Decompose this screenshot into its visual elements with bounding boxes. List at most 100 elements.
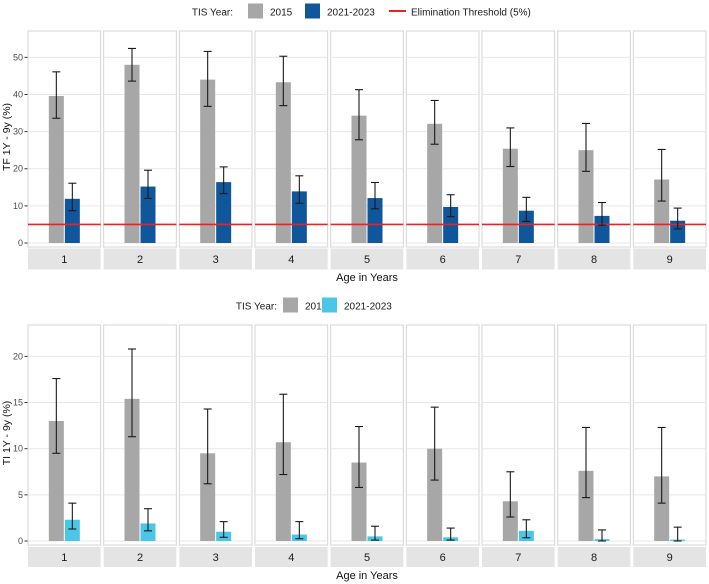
bar-2015-age-4 [275, 442, 291, 541]
panel-background [27, 324, 102, 546]
error-bar-2021-2023-age-8 [598, 529, 606, 542]
facet-strip [179, 547, 252, 567]
panel-background [178, 324, 253, 546]
error-bar-2015-age-9 [657, 148, 666, 202]
legend-label-2015: 2015 [305, 302, 328, 313]
bar-2021-2023-age-4 [291, 191, 307, 243]
y-tick-label: 10 [13, 201, 23, 211]
chart-tf-by-age: TIS Year: 2015 2021-2023 Elimination Thresh… [1, 3, 707, 284]
facet-strip [103, 547, 177, 567]
facet-strip-label: 8 [591, 552, 597, 564]
facet-strip-label: 9 [667, 552, 673, 564]
bar-2015-age-3 [200, 453, 216, 541]
facet-age-5: 5 [330, 324, 404, 567]
facet-strip-label: 4 [288, 552, 294, 564]
facet-strip-label: 6 [440, 552, 446, 564]
bar-2021-2023-age-7 [518, 210, 534, 243]
y-axis-ti-by-age: TI 1Y - 9y (%) 0 5 10 15 20 [1, 351, 28, 546]
y-tick-label: 50 [13, 52, 23, 62]
error-bar-2015-age-7 [506, 471, 515, 518]
facet-strip-label: 6 [440, 254, 446, 266]
facet-age-4: 4 [254, 30, 329, 270]
panel-background [27, 30, 102, 248]
error-bar-2021-2023-age-3 [219, 166, 228, 195]
bar-2015-age-1 [48, 421, 64, 541]
y-tick-label: 20 [13, 164, 23, 174]
error-bar-2015-age-3 [203, 408, 212, 485]
legend-tf-by-age: TIS Year: 2015 2021-2023 Elimination Thresh… [192, 3, 531, 19]
facet-age-7: 7 [481, 30, 556, 270]
error-bar-2021-2023-age-5 [371, 181, 379, 210]
facet-strip [406, 547, 479, 567]
error-bar-2015-age-5 [355, 89, 363, 141]
facet-age-8: 8 [557, 30, 631, 270]
error-bar-2015-age-6 [430, 99, 439, 145]
facet-strip [330, 547, 404, 567]
legend-swatch-2015 [283, 297, 298, 313]
bar-2021-2023-age-2 [140, 186, 156, 243]
bar-2015-age-6 [427, 123, 443, 243]
error-bar-2021-2023-age-8 [598, 201, 606, 226]
y-axis-title: TF 1Y - 9y (%) [1, 103, 13, 171]
legend-label-2021-2023: 2021-2023 [327, 8, 375, 19]
legend-label-2015: 2015 [270, 8, 293, 19]
bar-2021-2023-age-8 [594, 215, 610, 243]
bar-2015-age-5 [351, 462, 367, 541]
bar-2015-age-8 [578, 150, 594, 243]
facet-strip-label: 5 [364, 254, 370, 266]
error-bar-2015-age-1 [52, 377, 61, 454]
bar-2015-age-7 [502, 148, 518, 243]
facet-strip-label: 7 [515, 254, 521, 266]
legend-threshold-label: Elimination Threshold (5%) [411, 8, 531, 19]
y-tick-label: 0 [18, 238, 23, 248]
facet-age-3: 3 [178, 324, 253, 567]
facet-age-7: 7 [481, 324, 556, 567]
bar-2021-2023-age-9 [670, 220, 686, 243]
error-bar-2015-age-9 [657, 426, 666, 504]
y-tick-label: 5 [18, 490, 23, 500]
bar-2015-age-9 [654, 179, 670, 243]
error-bar-2021-2023-age-6 [446, 527, 455, 541]
legend-title: TIS Year: [236, 302, 277, 313]
legend-label-2021-2023: 2021-2023 [344, 302, 392, 313]
facet-age-3: 3 [178, 30, 253, 270]
facet-strip-label: 7 [515, 552, 521, 564]
facet-strip [406, 248, 479, 270]
facet-strip-label: 3 [213, 552, 219, 564]
panel-background [557, 30, 631, 248]
error-bar-2021-2023-age-2 [144, 508, 152, 532]
facet-strip [103, 248, 177, 270]
facet-strip-label: 2 [137, 254, 143, 266]
facet-age-2: 2 [103, 324, 177, 567]
x-axis-title: Age in Years [336, 272, 398, 284]
facet-strip [179, 248, 252, 270]
error-bar-2021-2023-age-3 [219, 521, 228, 538]
y-axis-tf-by-age: TF 1Y - 9y (%) 0 10 20 30 40 50 [1, 52, 28, 248]
bar-2015-age-3 [200, 79, 216, 243]
error-bar-2015-age-4 [279, 393, 288, 476]
facet-age-2: 2 [103, 30, 177, 270]
facet-age-6: 6 [405, 30, 480, 270]
error-bar-2021-2023-age-5 [371, 525, 379, 541]
error-bar-2015-age-1 [52, 71, 61, 119]
bar-2015-age-9 [654, 476, 670, 541]
error-bar-2015-age-5 [355, 425, 363, 489]
error-bar-2021-2023-age-2 [144, 169, 152, 199]
error-bar-2015-age-2 [128, 348, 136, 438]
legend-swatch-2021-2023 [322, 297, 337, 313]
error-bar-2021-2023-age-1 [68, 182, 77, 212]
error-bar-2015-age-3 [203, 50, 212, 107]
error-bar-2021-2023-age-9 [673, 207, 682, 230]
y-tick-label: 30 [13, 127, 23, 137]
panel-background [632, 324, 707, 546]
y-tick-label: 10 [13, 444, 23, 454]
error-bar-2015-age-6 [430, 406, 439, 481]
panel-background [178, 30, 253, 248]
legend-title: TIS Year: [192, 8, 233, 19]
facet-age-9: 9 [632, 30, 707, 270]
error-bar-2015-age-7 [506, 127, 515, 168]
facet-strip [633, 547, 706, 567]
